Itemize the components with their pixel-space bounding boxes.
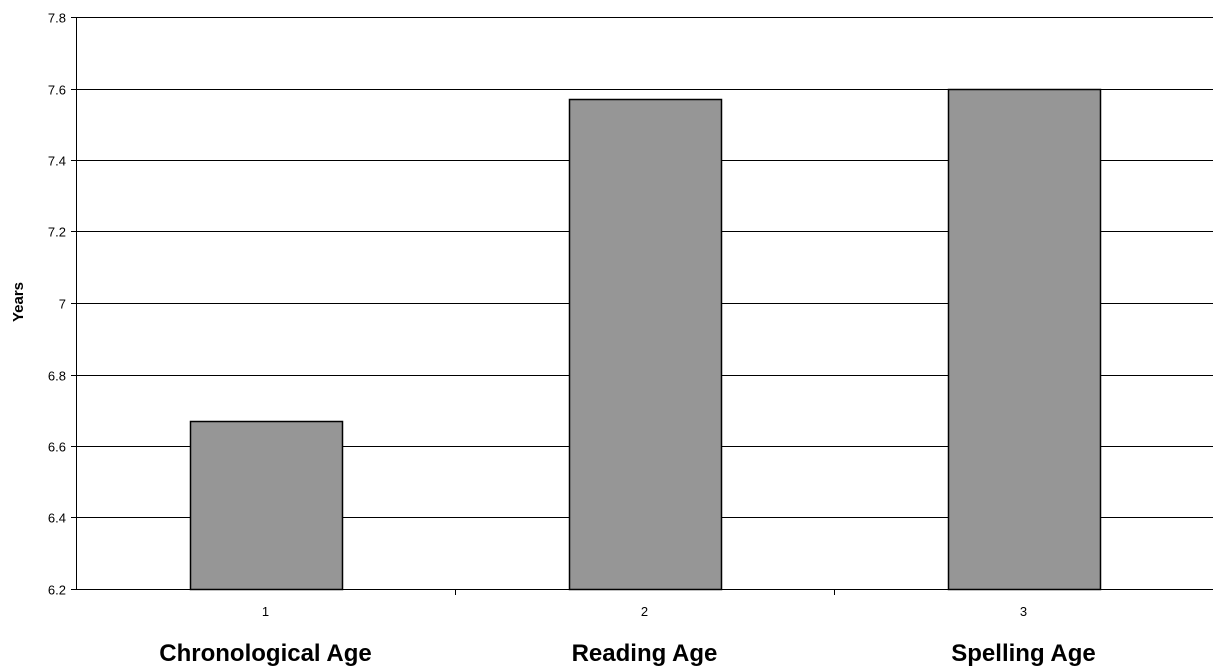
bar-chronological-age: [189, 420, 344, 591]
category-label: Spelling Age: [951, 640, 1095, 667]
y-tick-label: 6.8: [48, 369, 66, 384]
bar-reading-age: [568, 98, 723, 591]
y-tick-label: 7.8: [48, 11, 66, 26]
category-labels: Chronological Age Reading Age Spelling Age: [159, 640, 1095, 667]
y-axis-title: Years: [10, 282, 27, 322]
x-tick-label: 1: [262, 604, 269, 619]
y-tick-label: 6.4: [48, 511, 66, 526]
y-tick-label: 7: [59, 297, 66, 312]
y-tick-label: 6.2: [48, 583, 66, 598]
x-tick-label: 2: [641, 604, 648, 619]
x-tick-label: 3: [1020, 604, 1027, 619]
y-tick-label: 7.4: [48, 154, 66, 169]
x-tick-labels: 1 2 3: [262, 604, 1027, 619]
axes: [71, 17, 1213, 595]
category-label: Reading Age: [572, 640, 718, 667]
bar-spelling-age: [947, 88, 1102, 591]
category-label: Chronological Age: [159, 640, 371, 667]
y-tick-label: 6.6: [48, 440, 66, 455]
y-tick-labels: 6.2 6.4 6.6 6.8 7 7.2 7.4 7.6 7.8: [48, 11, 66, 598]
bars: [189, 88, 1102, 591]
y-tick-label: 7.6: [48, 83, 66, 98]
y-tick-label: 7.2: [48, 225, 66, 240]
